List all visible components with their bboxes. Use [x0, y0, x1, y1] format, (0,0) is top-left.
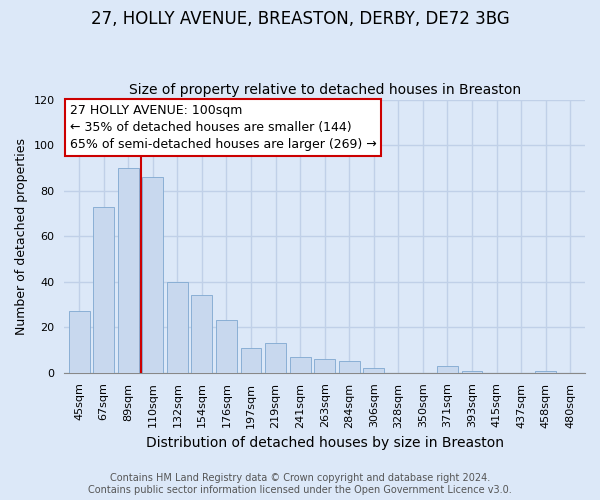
Bar — [69, 312, 89, 373]
Bar — [216, 320, 237, 373]
Y-axis label: Number of detached properties: Number of detached properties — [15, 138, 28, 334]
Bar — [437, 366, 458, 373]
Bar — [265, 343, 286, 373]
Bar — [314, 359, 335, 373]
Bar — [339, 362, 359, 373]
X-axis label: Distribution of detached houses by size in Breaston: Distribution of detached houses by size … — [146, 436, 504, 450]
Bar — [241, 348, 262, 373]
Bar — [167, 282, 188, 373]
Bar — [364, 368, 384, 373]
Bar — [118, 168, 139, 373]
Bar — [191, 296, 212, 373]
Text: 27, HOLLY AVENUE, BREASTON, DERBY, DE72 3BG: 27, HOLLY AVENUE, BREASTON, DERBY, DE72 … — [91, 10, 509, 28]
Bar — [461, 370, 482, 373]
Bar — [142, 177, 163, 373]
Bar — [290, 357, 311, 373]
Text: Contains HM Land Registry data © Crown copyright and database right 2024.
Contai: Contains HM Land Registry data © Crown c… — [88, 474, 512, 495]
Text: 27 HOLLY AVENUE: 100sqm
← 35% of detached houses are smaller (144)
65% of semi-d: 27 HOLLY AVENUE: 100sqm ← 35% of detache… — [70, 104, 376, 150]
Bar — [93, 206, 114, 373]
Title: Size of property relative to detached houses in Breaston: Size of property relative to detached ho… — [128, 83, 521, 97]
Bar — [535, 370, 556, 373]
